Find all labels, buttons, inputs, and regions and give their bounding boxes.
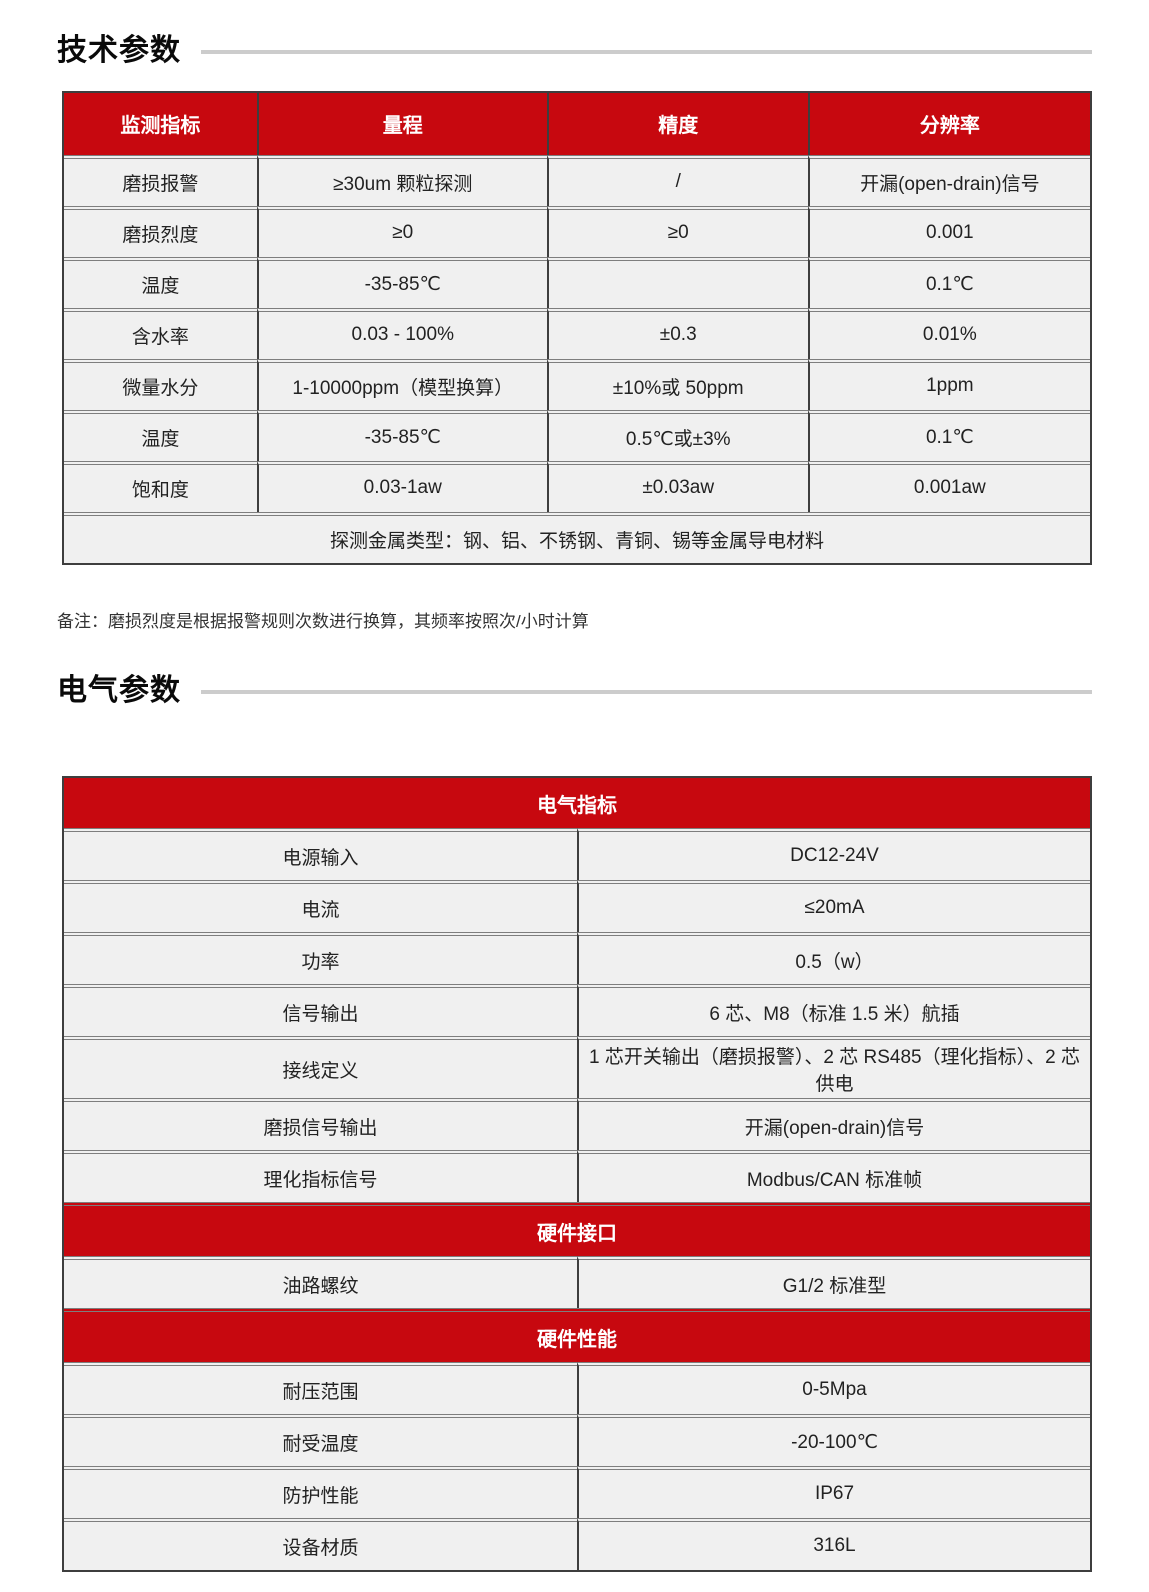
cell-value: ±0.03aw xyxy=(546,460,808,512)
tech-section-title: 技术参数 xyxy=(57,34,181,67)
remark-note: 备注：磨损烈度是根据报警规则次数进行换算，其频率按照次/小时计算 xyxy=(57,611,589,631)
cell-value: ≥30um 颗粒探测 xyxy=(256,154,547,206)
cell-value: ≥0 xyxy=(546,205,808,257)
row-label: 微量水分 xyxy=(64,358,257,410)
table-row: 功率 0.5（w） xyxy=(64,932,1090,984)
cell-value: 0.5℃或±3% xyxy=(546,409,808,461)
detected-metals-note: 探测金属类型：钢、铝、不锈钢、青铜、锡等金属导电材料 xyxy=(64,511,1090,563)
row-label: 耐受温度 xyxy=(64,1414,577,1466)
cell-value: ≥0 xyxy=(256,205,547,257)
cell-value: 开漏(open-drain)信号 xyxy=(577,1098,1090,1150)
table-footer-row: 探测金属类型：钢、铝、不锈钢、青铜、锡等金属导电材料 xyxy=(64,511,1090,563)
table-row: 信号输出 6 芯、M8（标准 1.5 米）航插 xyxy=(64,984,1090,1036)
cell-value: G1/2 标准型 xyxy=(577,1256,1090,1308)
cell-value: 6 芯、M8（标准 1.5 米）航插 xyxy=(577,984,1090,1036)
heading-divider-line xyxy=(201,50,1092,55)
cell-value: Modbus/CAN 标准帧 xyxy=(577,1150,1090,1202)
row-label: 磨损信号输出 xyxy=(64,1098,577,1150)
table-row: 温度 -35-85℃ 0.5℃或±3% 0.1℃ xyxy=(64,409,1090,461)
row-label: 接线定义 xyxy=(64,1036,577,1098)
table-row: 磨损信号输出 开漏(open-drain)信号 xyxy=(64,1098,1090,1150)
cell-value: 1ppm xyxy=(807,358,1090,410)
row-label: 电源输入 xyxy=(64,828,577,880)
tech-table-header-row: 监测指标 量程 精度 分辨率 xyxy=(64,92,1090,155)
cell-value: 1 芯开关输出（磨损报警）、2 芯 RS485（理化指标）、2 芯供电 xyxy=(577,1036,1090,1098)
cell-value: IP67 xyxy=(577,1466,1090,1518)
elec-params-table: 电气指标 电源输入 DC12-24V 电流 ≤20mA 功率 0.5（w） xyxy=(62,776,1092,1572)
band-header-hardware-performance: 硬件性能 xyxy=(64,1308,1090,1362)
row-label: 设备材质 xyxy=(64,1518,577,1570)
row-label: 油路螺纹 xyxy=(64,1256,577,1308)
cell-value: -35-85℃ xyxy=(256,256,547,308)
cell-value: 0.03-1aw xyxy=(256,460,547,512)
row-label: 防护性能 xyxy=(64,1466,577,1518)
table-row: 饱和度 0.03-1aw ±0.03aw 0.001aw xyxy=(64,460,1090,512)
table-row: 接线定义 1 芯开关输出（磨损报警）、2 芯 RS485（理化指标）、2 芯供电 xyxy=(64,1036,1090,1098)
table-row: 微量水分 1-10000ppm（模型换算） ±10%或 50ppm 1ppm xyxy=(64,358,1090,410)
row-label: 磨损报警 xyxy=(64,154,257,206)
cell-value: ±0.3 xyxy=(546,307,808,359)
table-row: 含水率 0.03 - 100% ±0.3 0.01% xyxy=(64,307,1090,359)
cell-value: ≤20mA xyxy=(577,880,1090,932)
cell-value: 0.01% xyxy=(807,307,1090,359)
cell-value: 316L xyxy=(577,1518,1090,1570)
cell-value: -35-85℃ xyxy=(256,409,547,461)
table-row: 耐压范围 0-5Mpa xyxy=(64,1362,1090,1414)
table-row: 磨损烈度 ≥0 ≥0 0.001 xyxy=(64,205,1090,257)
table-row: 电源输入 DC12-24V xyxy=(64,828,1090,880)
band-row: 硬件接口 xyxy=(64,1202,1090,1256)
column-header-range: 量程 xyxy=(256,92,547,155)
table-row: 磨损报警 ≥30um 颗粒探测 / 开漏(open-drain)信号 xyxy=(64,154,1090,206)
tech-heading-row: 技术参数 xyxy=(57,34,1092,69)
band-row: 硬件性能 xyxy=(64,1308,1090,1362)
cell-value: 0-5Mpa xyxy=(577,1362,1090,1414)
elec-params-section: 电气参数 电气指标 电源输入 DC12-24V 电流 ≤20mA xyxy=(57,674,1092,1572)
cell-value: 0.001aw xyxy=(807,460,1090,512)
row-label: 电流 xyxy=(64,880,577,932)
tech-params-table: 监测指标 量程 精度 分辨率 磨损报警 ≥30um 颗粒探测 / 开漏(open… xyxy=(62,90,1092,565)
row-label: 饱和度 xyxy=(64,460,257,512)
cell-value: -20-100℃ xyxy=(577,1414,1090,1466)
table-row: 耐受温度 -20-100℃ xyxy=(64,1414,1090,1466)
tech-params-section: 技术参数 监测指标 量程 精度 分辨率 磨损报警 ≥30um 颗粒探测 xyxy=(57,34,1092,632)
band-header-electrical: 电气指标 xyxy=(64,778,1090,828)
table-row: 防护性能 IP67 xyxy=(64,1466,1090,1518)
column-header-accuracy: 精度 xyxy=(546,92,808,155)
table-row: 设备材质 316L xyxy=(64,1518,1090,1570)
column-header-indicator: 监测指标 xyxy=(64,92,257,155)
row-label: 信号输出 xyxy=(64,984,577,1036)
table-row: 油路螺纹 G1/2 标准型 xyxy=(64,1256,1090,1308)
row-label: 功率 xyxy=(64,932,577,984)
row-label: 磨损烈度 xyxy=(64,205,257,257)
cell-value xyxy=(546,256,808,308)
row-label: 含水率 xyxy=(64,307,257,359)
table-row: 温度 -35-85℃ 0.1℃ xyxy=(64,256,1090,308)
row-label: 温度 xyxy=(64,409,257,461)
cell-value: / xyxy=(546,154,808,206)
cell-value: 0.5（w） xyxy=(577,932,1090,984)
cell-value: 0.001 xyxy=(807,205,1090,257)
elec-heading-row: 电气参数 xyxy=(57,674,1092,709)
cell-value: 0.1℃ xyxy=(807,256,1090,308)
cell-value: 0.1℃ xyxy=(807,409,1090,461)
cell-value: 开漏(open-drain)信号 xyxy=(807,154,1090,206)
cell-value: DC12-24V xyxy=(577,828,1090,880)
row-label: 温度 xyxy=(64,256,257,308)
row-label: 耐压范围 xyxy=(64,1362,577,1414)
table-row: 电流 ≤20mA xyxy=(64,880,1090,932)
band-header-hardware-interface: 硬件接口 xyxy=(64,1202,1090,1256)
elec-table-title-row: 电气指标 xyxy=(64,778,1090,828)
elec-section-title: 电气参数 xyxy=(57,673,181,707)
heading-divider-line xyxy=(201,689,1092,694)
table-row: 理化指标信号 Modbus/CAN 标准帧 xyxy=(64,1150,1090,1202)
column-header-resolution: 分辨率 xyxy=(807,92,1090,155)
cell-value: 0.03 - 100% xyxy=(256,307,547,359)
cell-value: 1-10000ppm（模型换算） xyxy=(256,358,547,410)
cell-value: ±10%或 50ppm xyxy=(546,358,808,410)
row-label: 理化指标信号 xyxy=(64,1150,577,1202)
